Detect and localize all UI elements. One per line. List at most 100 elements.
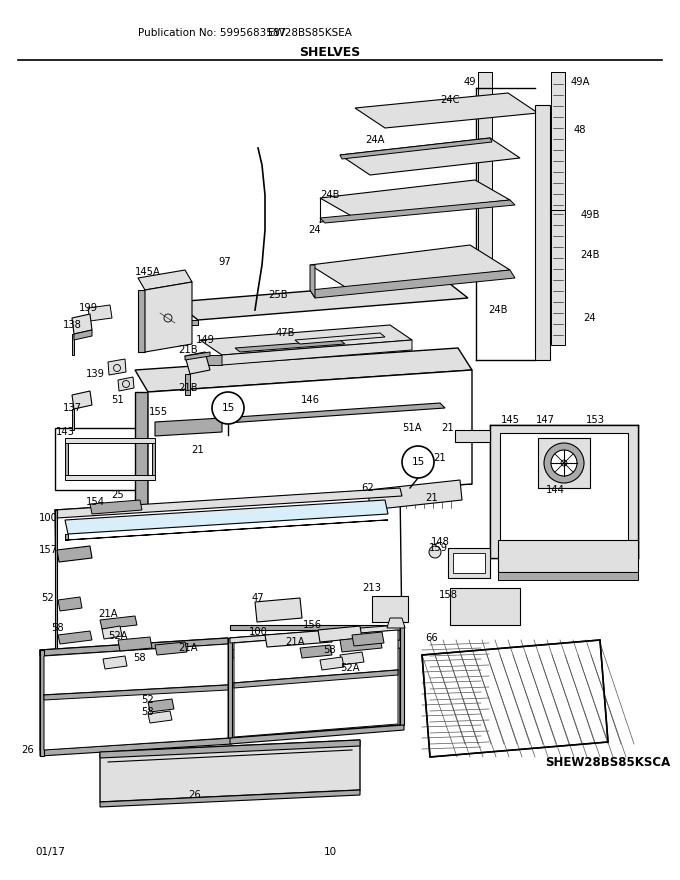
Text: 52: 52 — [41, 593, 54, 603]
Polygon shape — [538, 438, 590, 488]
Polygon shape — [103, 656, 127, 669]
Polygon shape — [340, 138, 520, 175]
Text: 21: 21 — [192, 445, 205, 455]
Text: 154: 154 — [86, 497, 105, 507]
Text: 58: 58 — [134, 653, 146, 663]
Polygon shape — [453, 553, 485, 573]
Polygon shape — [155, 642, 187, 655]
Polygon shape — [535, 105, 550, 360]
Polygon shape — [230, 625, 400, 643]
Bar — [551, 72, 565, 272]
Polygon shape — [310, 270, 515, 298]
Text: 51: 51 — [112, 395, 124, 405]
Text: 100: 100 — [39, 513, 57, 523]
Text: 159: 159 — [428, 543, 447, 553]
Polygon shape — [40, 650, 44, 756]
Text: 153: 153 — [585, 415, 605, 425]
Text: 24: 24 — [309, 225, 322, 235]
Text: 21: 21 — [434, 453, 446, 463]
Text: 47B: 47B — [275, 328, 294, 338]
Polygon shape — [65, 438, 155, 443]
Polygon shape — [355, 93, 538, 128]
Polygon shape — [340, 652, 364, 665]
Polygon shape — [175, 320, 198, 325]
Polygon shape — [200, 325, 412, 355]
Polygon shape — [58, 631, 92, 644]
Polygon shape — [100, 740, 360, 758]
Text: 25: 25 — [112, 490, 124, 500]
Circle shape — [164, 314, 172, 322]
Text: 15: 15 — [411, 457, 424, 467]
Text: EW28BS85KSEA: EW28BS85KSEA — [268, 28, 352, 38]
Text: 21A: 21A — [285, 637, 305, 647]
Text: 52A: 52A — [108, 631, 128, 641]
Polygon shape — [145, 282, 192, 352]
Polygon shape — [185, 352, 210, 374]
Polygon shape — [148, 711, 172, 723]
Polygon shape — [300, 645, 332, 658]
Text: 15: 15 — [222, 403, 235, 413]
Text: 97: 97 — [219, 257, 231, 267]
Text: 24: 24 — [583, 313, 596, 323]
Text: 52A: 52A — [340, 663, 360, 673]
Polygon shape — [340, 138, 492, 159]
Text: 47: 47 — [252, 593, 265, 603]
Polygon shape — [148, 699, 174, 712]
Polygon shape — [387, 618, 405, 628]
Polygon shape — [228, 638, 232, 738]
Polygon shape — [65, 443, 68, 475]
Polygon shape — [500, 433, 628, 550]
Polygon shape — [185, 352, 210, 360]
Text: 21A: 21A — [98, 609, 118, 619]
Polygon shape — [155, 418, 222, 436]
Text: 24B: 24B — [320, 190, 340, 200]
Polygon shape — [90, 500, 142, 514]
Text: 145: 145 — [500, 415, 520, 425]
Polygon shape — [235, 340, 345, 352]
Polygon shape — [265, 630, 332, 647]
Polygon shape — [44, 685, 228, 700]
Polygon shape — [57, 546, 92, 562]
Polygon shape — [72, 391, 92, 409]
Polygon shape — [135, 392, 148, 505]
Text: 52: 52 — [141, 695, 154, 705]
Polygon shape — [102, 626, 122, 639]
Polygon shape — [40, 738, 232, 756]
Polygon shape — [234, 630, 398, 737]
Text: SHELVES: SHELVES — [299, 46, 360, 58]
Text: 139: 139 — [86, 369, 105, 379]
Polygon shape — [490, 425, 638, 558]
Text: 25B: 25B — [268, 290, 288, 300]
Text: 199: 199 — [78, 303, 97, 313]
Polygon shape — [100, 740, 360, 802]
Text: 156: 156 — [303, 620, 322, 630]
Circle shape — [402, 446, 434, 478]
Polygon shape — [65, 534, 68, 540]
Text: 21A: 21A — [178, 643, 198, 653]
Text: 149: 149 — [196, 335, 214, 345]
Polygon shape — [310, 245, 510, 290]
Polygon shape — [40, 638, 228, 750]
Polygon shape — [222, 340, 412, 365]
Bar — [551, 210, 565, 345]
Text: 148: 148 — [430, 537, 449, 547]
Text: 158: 158 — [439, 590, 458, 600]
Polygon shape — [175, 280, 468, 320]
Polygon shape — [422, 640, 608, 757]
Text: 10: 10 — [324, 847, 337, 857]
Text: 24A: 24A — [365, 135, 385, 145]
Polygon shape — [55, 488, 402, 660]
Text: SHEW28BS85KSCA: SHEW28BS85KSCA — [545, 756, 670, 768]
Text: 48: 48 — [574, 125, 586, 135]
Polygon shape — [222, 403, 445, 423]
Polygon shape — [295, 333, 385, 344]
Text: 51A: 51A — [402, 423, 422, 433]
Text: 21: 21 — [426, 493, 439, 503]
Polygon shape — [455, 430, 490, 442]
Text: 58: 58 — [52, 623, 65, 633]
Text: 213: 213 — [362, 583, 381, 593]
Polygon shape — [58, 597, 82, 611]
Polygon shape — [100, 790, 360, 807]
Text: 66: 66 — [426, 633, 439, 643]
Polygon shape — [318, 626, 362, 642]
